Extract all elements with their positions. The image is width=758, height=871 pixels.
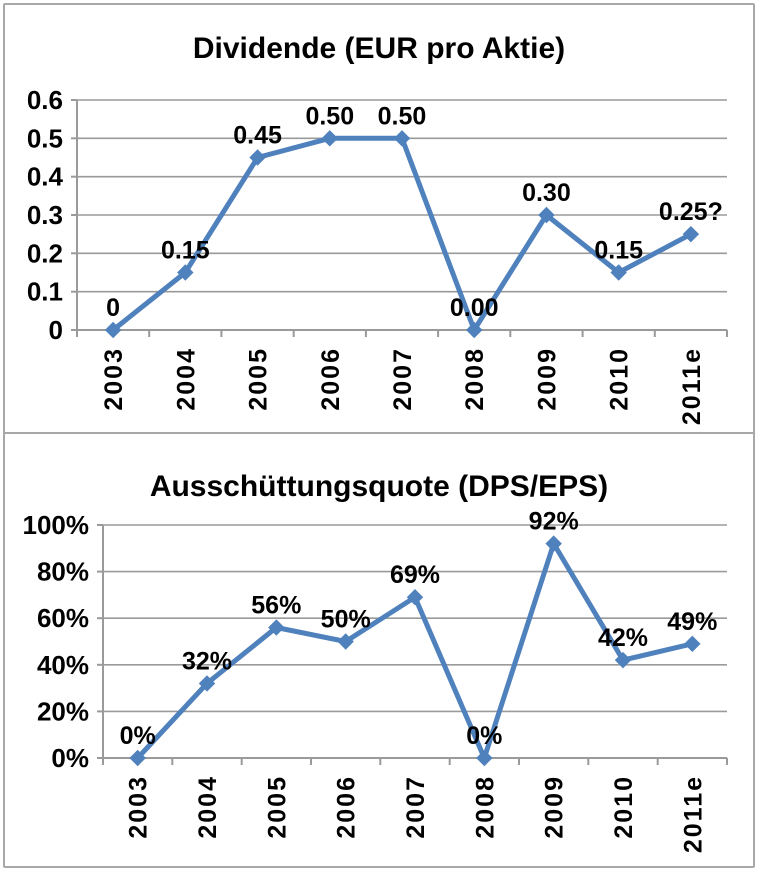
y-axis-tick-label: 0.5 xyxy=(27,123,63,153)
data-point-label: 0.15 xyxy=(594,237,643,265)
chart-title-ausschuettungsquote: Ausschüttungsquote (DPS/EPS) xyxy=(150,470,608,503)
y-axis-tick-label: 0% xyxy=(51,743,89,773)
data-point-label: 32% xyxy=(182,647,232,675)
data-point-label: 0.45 xyxy=(233,122,282,150)
payout-ratio-chart: Ausschüttungsquote (DPS/EPS) 0% 20% 40% 60%… xyxy=(23,470,728,853)
data-point-marker xyxy=(198,675,216,692)
data-point-label: 69% xyxy=(390,561,440,589)
dividend-plot-area: 0 0.1 0.2 0.3 0.4 0.5 0.6 2003 2004 2005 2006 2007 2… xyxy=(27,85,728,425)
x-axis-tick-label: 2004 xyxy=(172,347,200,411)
data-point-marker xyxy=(614,651,632,669)
x-axis-tick-label: 2009 xyxy=(541,775,569,839)
data-point-marker xyxy=(337,633,354,650)
panel-divider xyxy=(4,432,754,434)
x-axis-tick-label: 2011e xyxy=(679,775,707,853)
data-point-label: 0% xyxy=(466,722,502,750)
data-point-marker xyxy=(249,149,266,166)
data-point-marker xyxy=(177,264,194,281)
x-axis-tick-label: 2003 xyxy=(100,347,128,411)
x-axis-tick-label: 2007 xyxy=(402,775,430,839)
data-point-label: 0.25? xyxy=(659,198,723,226)
data-point-marker xyxy=(682,225,700,243)
chart-title-dividende: Dividende (EUR pro Aktie) xyxy=(193,32,565,65)
data-point-marker xyxy=(538,206,555,224)
x-axis-tick-label: 2004 xyxy=(194,775,222,839)
x-axis-tick-label: 2008 xyxy=(471,775,499,839)
x-axis-tick-label: 2005 xyxy=(263,775,291,839)
y-axis-tick-label: 0.3 xyxy=(27,200,63,230)
y-axis-tick-label: 0 xyxy=(49,315,63,345)
x-axis-tick-label: 2005 xyxy=(245,347,273,411)
x-axis-tick-label: 2009 xyxy=(533,347,561,411)
data-point-marker xyxy=(466,321,483,339)
y-axis-tick-label: 0.4 xyxy=(27,162,64,192)
data-point-marker xyxy=(104,321,122,339)
data-point-label: 56% xyxy=(251,592,301,620)
x-axis-tick-label: 2007 xyxy=(389,347,417,411)
data-point-label: 0.50 xyxy=(378,102,427,130)
series-line xyxy=(110,135,694,333)
y-axis-tick-label: 0.1 xyxy=(27,277,63,307)
y-axis-tick-label: 100% xyxy=(23,510,90,540)
data-point-marker xyxy=(684,635,701,653)
x-axis-tick-label: 2006 xyxy=(317,347,345,411)
y-axis-tick-label: 80% xyxy=(37,557,89,587)
data-point-marker xyxy=(393,130,411,147)
x-axis-tick-label: 2003 xyxy=(125,775,153,839)
data-point-marker xyxy=(545,535,562,552)
data-point-label: 0.15 xyxy=(161,237,210,265)
x-axis-tick-label: 2010 xyxy=(606,347,634,411)
x-axis-tick-label: 2010 xyxy=(610,775,638,839)
data-point-marker xyxy=(476,749,493,767)
data-point-label: 50% xyxy=(321,606,371,634)
x-axis-tick-label: 2006 xyxy=(333,775,361,839)
data-point-marker xyxy=(406,589,424,606)
data-point-marker xyxy=(129,749,146,767)
data-point-label: 0.30 xyxy=(522,179,571,207)
data-point-label: 0% xyxy=(120,722,156,750)
y-axis-tick-label: 0.2 xyxy=(27,238,63,268)
y-axis-tick-label: 0.6 xyxy=(27,85,63,115)
data-point-marker xyxy=(268,619,285,636)
data-point-label: 49% xyxy=(667,608,717,636)
data-point-label: 0 xyxy=(106,294,120,322)
payout-plot-area: 0% 20% 40% 60% 80% 100% 2003 2004 2005 2006 2007 20… xyxy=(23,508,728,853)
y-axis-tick-label: 20% xyxy=(37,696,89,726)
y-axis-tick-label: 60% xyxy=(37,603,89,633)
data-point-label: 42% xyxy=(598,624,648,652)
x-axis-tick-label: 2011e xyxy=(678,347,706,425)
data-point-marker xyxy=(610,264,627,281)
dividend-per-share-chart: Dividende (EUR pro Aktie) 00.10.20.30.40… xyxy=(27,32,728,425)
data-point-label: 0.00 xyxy=(450,294,499,322)
x-axis-tick-label: 2008 xyxy=(461,347,489,411)
data-point-marker xyxy=(321,130,338,147)
data-point-label: 0.50 xyxy=(305,102,354,130)
y-axis-tick-label: 40% xyxy=(37,650,89,680)
data-point-label: 92% xyxy=(529,508,579,536)
